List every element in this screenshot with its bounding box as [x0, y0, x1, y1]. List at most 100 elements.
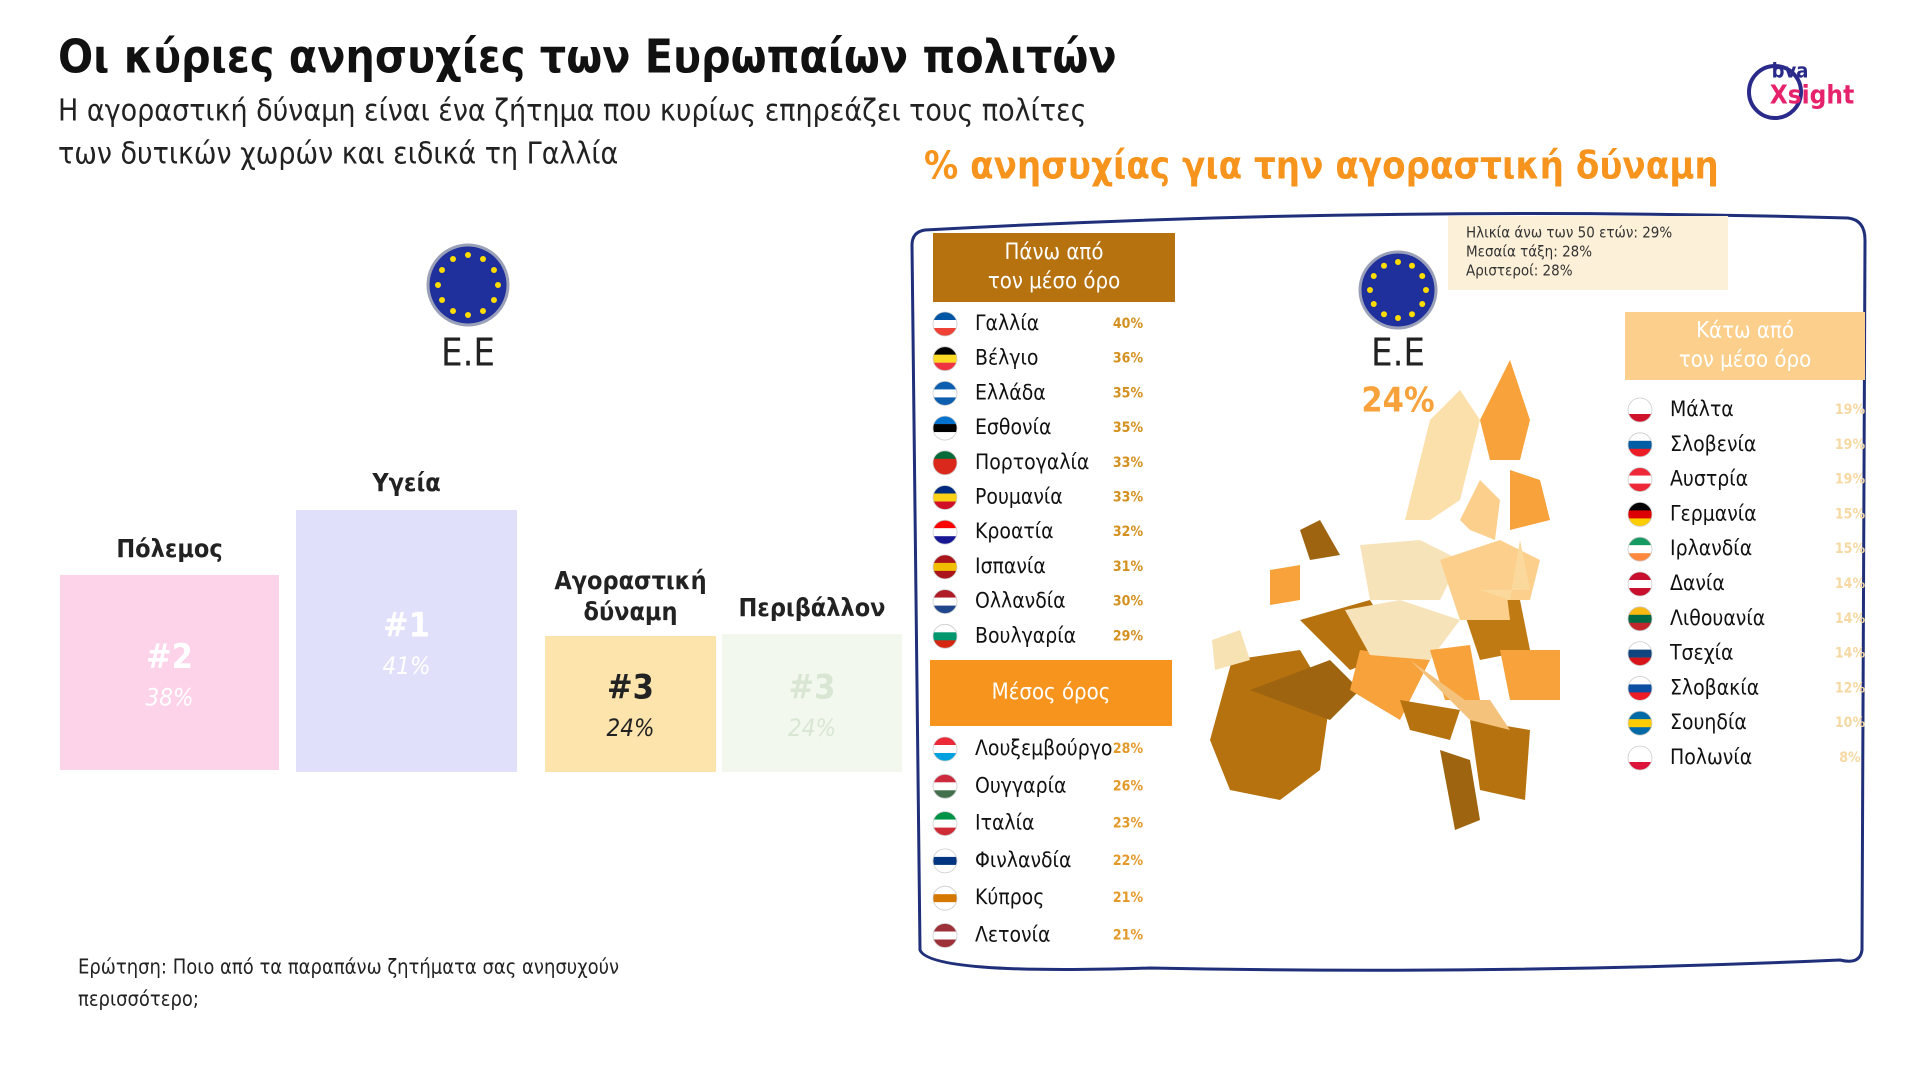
flag-stripe — [1628, 606, 1652, 615]
country-name: Ελλάδα — [975, 380, 1046, 404]
subtitle: Η αγοραστική δύναμη είναι ένα ζήτημα που… — [58, 94, 1086, 129]
flag — [932, 450, 958, 476]
country-value: 14% — [1835, 611, 1866, 627]
flag — [1627, 710, 1653, 736]
flag-stripe — [933, 737, 957, 746]
flag-stripe — [1628, 622, 1652, 631]
region — [1405, 390, 1480, 520]
flag-stripe — [1628, 762, 1652, 770]
note-line: Ηλικία άνω των 50 ετών: 29% — [1466, 224, 1672, 242]
flag — [1627, 745, 1653, 771]
flag-stripe — [933, 424, 957, 433]
country-value: 40% — [1113, 316, 1144, 332]
flag-edge — [932, 811, 958, 836]
country-name: Αυστρία — [1670, 467, 1748, 491]
flag-stripe — [933, 745, 957, 754]
flag-stripe — [933, 501, 957, 510]
flag-edge — [1627, 536, 1653, 562]
flag-stripe — [933, 790, 957, 799]
flag-stripe — [933, 782, 957, 791]
eu-star — [490, 267, 497, 273]
region — [1460, 480, 1500, 540]
concern-box — [722, 634, 902, 772]
country-value: 8% — [1839, 750, 1861, 766]
country-name: Λιθουανία — [1670, 606, 1765, 630]
eu-value: 24% — [1361, 381, 1434, 421]
flag-stripe — [1628, 414, 1652, 422]
flag-stripe — [1628, 502, 1652, 511]
country-name: Μάλτα — [1670, 397, 1734, 421]
map-title: % ανησυχίας για την αγοραστική δύναμη — [924, 144, 1719, 188]
flag-stripe — [933, 450, 957, 459]
eu-star — [480, 256, 486, 263]
flag-stripe — [1628, 719, 1652, 728]
flag-edge — [932, 346, 958, 372]
eu-flag-circle — [426, 243, 510, 327]
flag — [1627, 397, 1653, 423]
title: Οι κύριες ανησυχίες των Ευρωπαίων πολιτώ… — [58, 30, 1117, 84]
flag-stripe — [933, 416, 957, 425]
flag-edge — [932, 554, 958, 580]
flag-edge — [932, 623, 958, 649]
eu-star — [1370, 301, 1377, 307]
concern-rank: #2 — [146, 637, 193, 677]
flag-stripe — [1628, 692, 1652, 701]
flag — [1627, 641, 1653, 666]
region — [1360, 540, 1460, 600]
flag-edge — [932, 736, 958, 762]
country-name: Ιρλανδία — [1670, 536, 1752, 560]
eu-star — [1419, 273, 1426, 279]
flag-stripe — [933, 939, 957, 948]
flag — [1627, 571, 1653, 597]
eu-star — [465, 252, 471, 258]
flag-stripe — [1628, 746, 1652, 755]
country-value: 14% — [1835, 646, 1866, 662]
region — [1470, 720, 1530, 800]
flag-stripe — [933, 432, 957, 441]
flag-stripe — [933, 811, 957, 820]
country-value: 30% — [1113, 594, 1144, 610]
eu-flag — [426, 243, 510, 327]
flag-stripe — [933, 605, 957, 614]
flag-stripe — [933, 346, 957, 355]
concern-rank: #1 — [383, 606, 430, 646]
eu-star — [1381, 262, 1387, 269]
country-value: 10% — [1835, 715, 1866, 731]
flag-stripe — [933, 856, 957, 866]
country-name: Σουηδία — [1670, 710, 1747, 734]
logo: bva Xsight — [1747, 59, 1854, 120]
flag — [1627, 467, 1653, 493]
flag-stripe — [1628, 545, 1652, 554]
flag-stripe — [1628, 553, 1652, 562]
country-value: 33% — [1113, 455, 1144, 471]
country-name: Ιταλία — [975, 811, 1034, 835]
flag-edge — [932, 311, 958, 337]
eu-star — [439, 267, 446, 273]
eu-star — [435, 282, 441, 288]
flag-edge — [1627, 502, 1653, 527]
flag — [932, 346, 958, 372]
flag-stripe — [933, 554, 957, 564]
country-value: 19% — [1835, 402, 1866, 418]
flag — [932, 885, 958, 911]
eu-star — [450, 307, 456, 314]
flag-stripe — [1628, 711, 1652, 720]
eu-star — [1409, 262, 1415, 269]
map-frame — [910, 212, 1867, 972]
flag-stripe — [933, 520, 957, 529]
country-name: Γερμανία — [1670, 501, 1757, 525]
flag-edge — [1627, 467, 1653, 493]
flag-edge — [932, 519, 958, 545]
eu-star — [465, 312, 471, 318]
eu-star — [1370, 273, 1377, 279]
flag — [1627, 676, 1653, 701]
flag-stripe — [933, 389, 957, 398]
section-header-text: Μέσος όρος — [992, 680, 1111, 705]
flag-edge — [932, 885, 958, 911]
flag-stripe — [1628, 588, 1652, 596]
flag-stripe — [1628, 572, 1652, 581]
flag-edge — [932, 485, 958, 510]
eu-label: Ε.Ε — [441, 331, 495, 375]
flag-stripe — [933, 827, 957, 836]
